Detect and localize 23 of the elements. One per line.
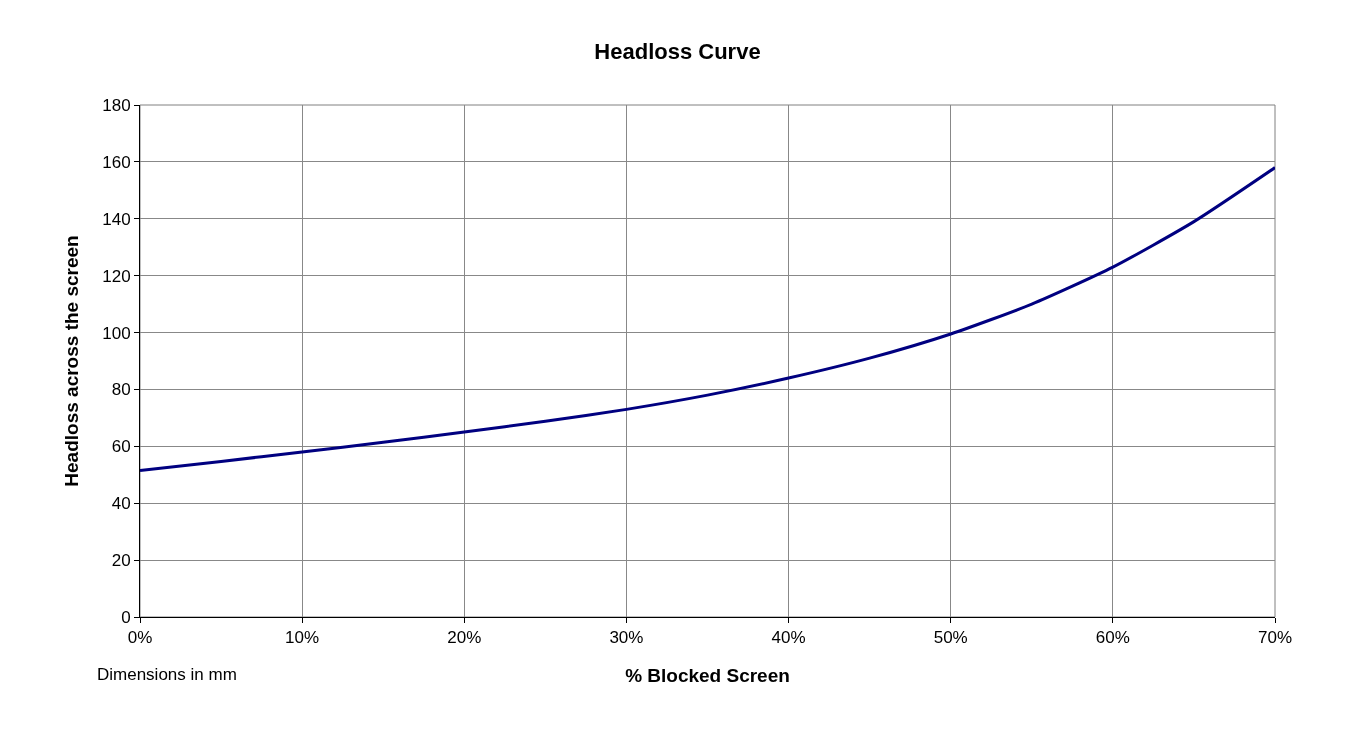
y-tick-label: 100: [102, 323, 131, 343]
chart-title: Headloss Curve: [594, 38, 761, 64]
y-tick-label: 40: [111, 494, 131, 514]
y-tick-label: 180: [102, 95, 131, 115]
y-tick-label: 120: [102, 266, 131, 286]
text: Dimensions in mm: [97, 665, 237, 684]
y-tick-label: 60: [111, 437, 131, 457]
y-tick-label: 140: [102, 209, 131, 229]
x-tick-label: 10%: [285, 628, 320, 648]
x-tick-label: 0%: [127, 628, 153, 648]
y-axis-title: Headloss across the screen: [61, 235, 83, 487]
y-tick-label: 20: [111, 551, 131, 571]
x-tick-label: 60%: [1095, 628, 1130, 648]
y-tick-label: 0: [121, 607, 131, 627]
x-tick-label: 70%: [1257, 628, 1293, 648]
y-tick-label: 80: [111, 380, 131, 400]
x-tick-label: 30%: [609, 628, 644, 648]
line-series: [140, 166, 1275, 473]
y-tick-label: 160: [102, 152, 131, 172]
x-tick-label: 20%: [447, 628, 482, 648]
x-tick-label: 40%: [771, 628, 806, 648]
x-axis-title: % Blocked Screen: [625, 665, 790, 687]
x-tick-label: 50%: [933, 628, 968, 648]
